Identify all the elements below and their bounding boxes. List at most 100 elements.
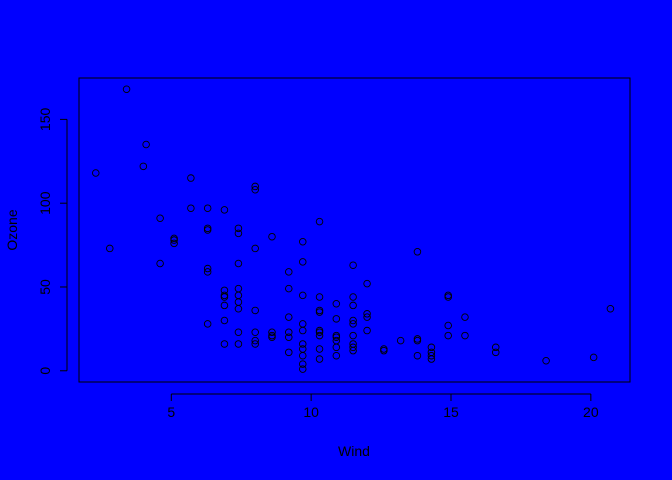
data-point <box>461 313 469 321</box>
data-point <box>315 345 324 353</box>
data-point <box>332 299 341 308</box>
data-point <box>315 355 324 363</box>
data-point <box>380 345 388 353</box>
data-point <box>315 217 324 226</box>
data-point <box>413 335 422 343</box>
data-point <box>491 343 500 352</box>
data-point <box>203 224 212 233</box>
data-point <box>299 340 307 348</box>
data-point <box>251 336 259 345</box>
x-axis-label: Wind <box>338 443 370 459</box>
data-point <box>315 293 324 301</box>
data-point <box>315 326 324 335</box>
data-point <box>268 328 276 336</box>
data-point <box>444 331 452 340</box>
data-point <box>251 182 259 191</box>
data-point <box>299 237 307 246</box>
data-point <box>268 232 276 241</box>
data-point <box>542 356 550 365</box>
data-point <box>234 259 243 268</box>
data-point <box>251 340 259 348</box>
data-points <box>92 85 615 373</box>
data-point <box>444 291 452 300</box>
x-tick-label: 5 <box>167 404 175 420</box>
data-point <box>589 353 598 362</box>
data-point <box>251 306 259 315</box>
data-point <box>220 301 229 310</box>
data-point <box>444 321 452 330</box>
data-point <box>332 315 341 323</box>
data-point <box>234 328 243 336</box>
data-point <box>285 313 293 321</box>
y-tick-label: 100 <box>37 191 53 215</box>
data-point <box>285 268 293 276</box>
data-point <box>187 174 195 182</box>
data-point <box>491 348 500 357</box>
data-point <box>299 258 307 266</box>
data-point <box>363 313 371 321</box>
data-point <box>299 291 307 300</box>
data-point <box>363 326 371 335</box>
data-point <box>220 286 229 295</box>
data-point <box>139 162 148 171</box>
data-point <box>461 331 469 340</box>
data-point <box>156 214 164 223</box>
data-point <box>234 224 243 233</box>
x-tick-label: 10 <box>303 404 319 420</box>
data-point <box>234 340 243 348</box>
data-point <box>285 348 293 357</box>
data-point <box>234 229 243 238</box>
data-point <box>332 331 341 340</box>
y-tick-label: 0 <box>37 367 53 375</box>
data-point <box>156 259 164 268</box>
data-point <box>349 343 357 352</box>
data-point <box>299 320 307 328</box>
y-axis-label: Ozone <box>4 209 20 250</box>
data-point <box>234 284 243 293</box>
y-tick-label: 150 <box>37 108 53 132</box>
data-point <box>203 268 212 276</box>
data-point <box>299 365 307 373</box>
data-point <box>427 343 436 352</box>
y-tick-label: 50 <box>37 279 53 295</box>
data-point <box>427 351 436 360</box>
data-point <box>220 316 229 325</box>
data-point <box>251 186 259 194</box>
x-axis: 5 10 15 20 <box>167 393 599 420</box>
data-point <box>92 169 100 177</box>
data-point <box>606 305 615 313</box>
data-point <box>363 310 371 318</box>
data-point <box>349 293 357 301</box>
data-point <box>106 244 114 253</box>
data-point <box>187 204 195 212</box>
data-point <box>349 301 357 310</box>
data-point <box>220 291 229 300</box>
data-point <box>203 320 212 328</box>
data-point <box>315 331 324 340</box>
data-point <box>349 261 357 269</box>
data-point <box>349 331 357 340</box>
data-point <box>220 206 229 214</box>
data-point <box>396 336 405 345</box>
data-point <box>251 328 259 336</box>
data-point <box>332 351 341 360</box>
data-point <box>349 340 357 348</box>
data-point <box>299 360 307 368</box>
data-point <box>170 239 178 248</box>
data-point <box>413 248 422 256</box>
x-tick-label: 20 <box>583 404 599 420</box>
data-point <box>203 204 212 212</box>
y-axis: 0 50 100 150 <box>37 108 68 375</box>
data-point <box>349 316 357 325</box>
data-point <box>203 264 212 273</box>
data-point <box>427 348 436 357</box>
data-point <box>285 333 293 342</box>
data-point <box>170 234 178 243</box>
data-point <box>220 340 229 348</box>
data-point <box>142 140 150 149</box>
data-point <box>122 85 131 93</box>
data-point <box>315 306 324 315</box>
data-point <box>299 345 307 353</box>
